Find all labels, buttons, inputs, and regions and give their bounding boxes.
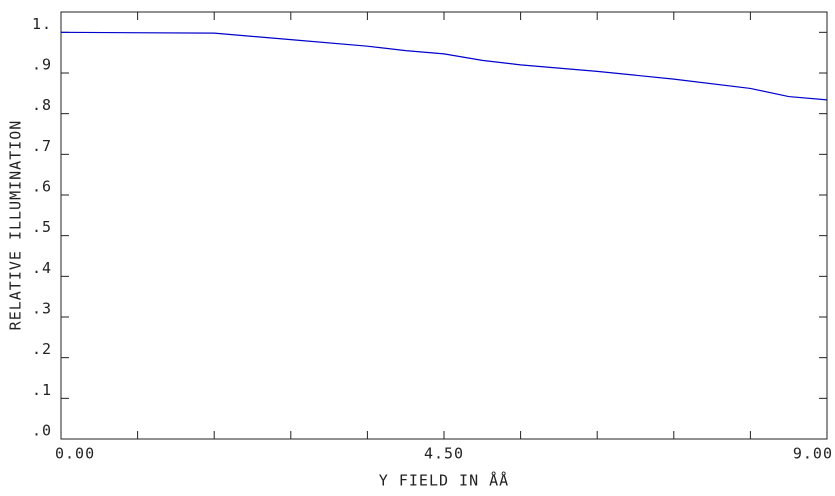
y-tick-label: .1 — [32, 381, 52, 399]
y-tick-label: .2 — [32, 340, 52, 358]
y-tick-label: .9 — [32, 56, 52, 74]
y-tick-label: .7 — [32, 137, 52, 155]
series-line — [60, 31, 828, 101]
x-tick-label: 0.00 — [55, 445, 95, 463]
plot-frame — [60, 11, 828, 440]
x-tick-label: 9.00 — [793, 445, 833, 463]
y-axis-label: RELATIVE ILLUMINATION — [7, 120, 25, 331]
x-axis-label: Y FIELD IN ÅÅ — [379, 471, 509, 490]
y-tick-label: .4 — [32, 259, 52, 277]
x-tick-label: 4.50 — [424, 445, 464, 463]
y-tick-label: .8 — [32, 96, 52, 114]
y-tick-label: .3 — [32, 300, 52, 318]
y-tick-label: .0 — [32, 422, 52, 440]
y-tick-label: .5 — [32, 218, 52, 236]
y-tick-label: 1. — [32, 15, 52, 33]
y-tick-label: .6 — [32, 178, 52, 196]
